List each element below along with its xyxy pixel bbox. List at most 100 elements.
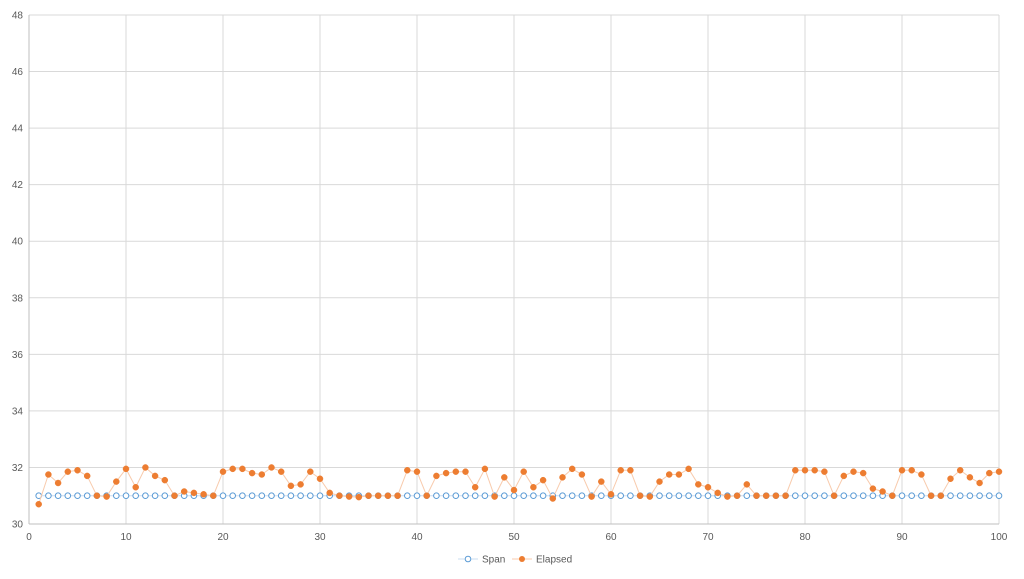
data-point	[54, 492, 62, 500]
y-tick-label: 42	[12, 180, 24, 191]
data-point	[239, 492, 246, 500]
data-point	[811, 467, 818, 474]
y-tick-label: 34	[12, 406, 24, 417]
y-tick-label: 30	[12, 520, 24, 531]
data-point	[336, 492, 343, 499]
legend-label: Elapsed	[536, 555, 572, 566]
data-point	[685, 465, 692, 473]
data-point	[287, 492, 295, 500]
data-point	[510, 486, 518, 494]
data-point	[539, 476, 547, 484]
data-point	[656, 492, 663, 500]
data-point	[704, 492, 712, 500]
data-point	[190, 489, 198, 497]
data-point	[122, 465, 130, 473]
data-point	[258, 471, 266, 478]
data-point	[568, 465, 576, 473]
legend-item-span[interactable]: Span	[458, 555, 505, 566]
data-point	[530, 483, 537, 491]
data-point	[161, 476, 169, 484]
data-point	[258, 492, 266, 500]
legend-item-elapsed[interactable]: Elapsed	[512, 555, 572, 566]
data-point	[471, 492, 479, 500]
data-point	[93, 492, 101, 499]
x-tick-label: 30	[314, 532, 326, 543]
data-point	[316, 492, 324, 500]
data-point	[74, 467, 81, 474]
data-point	[665, 471, 673, 478]
data-point	[675, 492, 683, 500]
y-tick-label: 38	[12, 293, 24, 304]
data-point	[617, 467, 624, 474]
data-point	[297, 492, 304, 500]
data-point	[45, 471, 52, 478]
data-point	[908, 467, 915, 474]
x-tick-label: 20	[217, 532, 229, 543]
data-point	[801, 467, 809, 474]
data-point	[103, 493, 110, 500]
data-point	[64, 492, 72, 500]
data-point	[510, 492, 518, 500]
data-point	[171, 492, 178, 499]
data-point	[365, 492, 372, 499]
data-point	[210, 492, 217, 499]
data-point	[850, 492, 857, 500]
series-elapsed	[35, 464, 1003, 508]
data-point	[898, 492, 906, 500]
data-point	[714, 489, 721, 497]
data-point	[307, 492, 314, 500]
data-point	[413, 468, 421, 475]
data-point	[821, 468, 828, 475]
data-point	[840, 472, 848, 480]
data-point	[889, 492, 896, 499]
data-point	[394, 492, 401, 499]
data-point	[918, 471, 925, 478]
data-point	[180, 488, 188, 495]
data-point	[452, 492, 460, 500]
data-point	[501, 474, 508, 481]
data-point	[219, 492, 227, 500]
data-point	[598, 478, 605, 485]
data-point	[549, 495, 557, 502]
data-point	[995, 492, 1003, 500]
y-tick-label: 48	[12, 11, 24, 22]
data-point	[578, 492, 586, 500]
data-point	[142, 464, 149, 471]
data-point	[762, 492, 770, 499]
data-point	[743, 481, 751, 488]
data-point	[859, 492, 867, 500]
data-point	[976, 479, 983, 487]
data-point	[113, 492, 120, 500]
data-point	[132, 483, 139, 491]
legend-label: Span	[482, 555, 505, 566]
data-point	[200, 491, 207, 498]
data-point	[64, 468, 72, 475]
data-point	[413, 492, 421, 500]
data-point	[918, 492, 925, 500]
series-line	[38, 466, 1000, 505]
y-tick-label: 32	[12, 463, 24, 474]
data-point	[743, 492, 751, 500]
data-point	[695, 481, 702, 488]
x-tick-label: 0	[26, 532, 32, 543]
data-point	[74, 492, 81, 500]
data-point	[326, 489, 333, 497]
data-point	[287, 482, 295, 490]
data-point	[277, 492, 285, 500]
data-point	[724, 493, 731, 500]
legend-marker	[519, 556, 525, 562]
data-point	[665, 492, 673, 500]
data-point	[142, 492, 149, 500]
legend[interactable]: Span Elapsed	[458, 555, 572, 566]
data-point	[956, 492, 964, 500]
data-point	[966, 492, 974, 500]
data-point	[151, 472, 159, 480]
data-point	[578, 471, 586, 478]
data-point	[520, 468, 527, 475]
data-point	[442, 492, 450, 500]
data-point	[316, 475, 324, 483]
data-point	[646, 493, 654, 500]
data-point	[753, 492, 760, 499]
